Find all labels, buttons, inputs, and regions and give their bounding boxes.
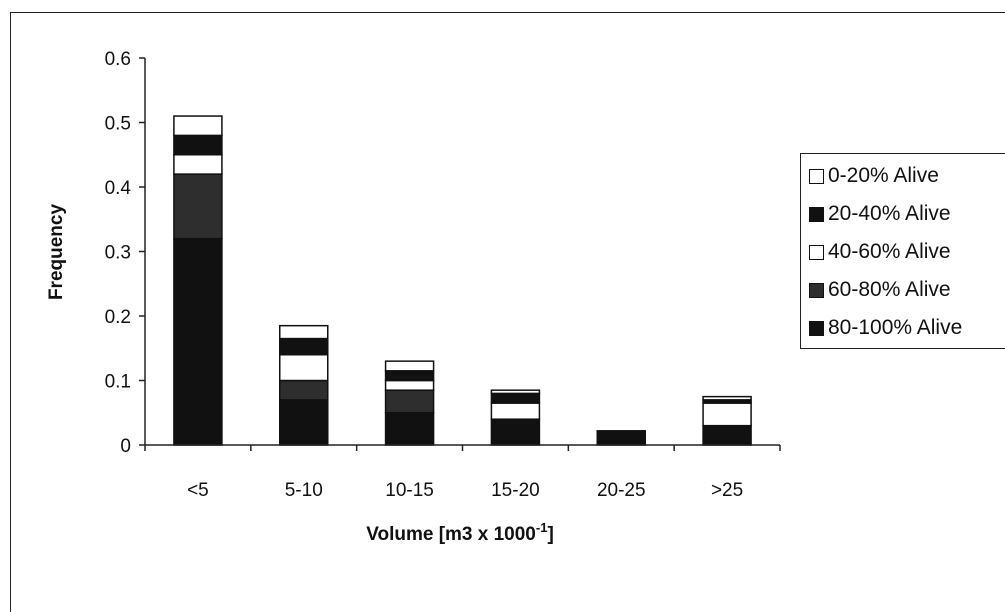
legend-label: 80-100% Alive <box>828 316 963 339</box>
bar-segment-5-s1 <box>173 173 223 240</box>
legend-label: 60-80% Alive <box>828 278 951 301</box>
bar-segment-5-s3 <box>173 134 223 156</box>
x-tick-label-1: 5-10 <box>285 480 323 501</box>
bar-segment-1015-s2 <box>384 379 435 391</box>
legend-swatch <box>809 320 824 336</box>
chart-frame <box>10 12 1005 612</box>
bar-segment-1015-s3 <box>384 370 435 382</box>
y-axis-title: Frequency <box>46 204 67 301</box>
bar-segment-1520-s4 <box>490 389 541 395</box>
bar-segment-2025-s0 <box>596 436 646 446</box>
bar-segment-510-s0 <box>279 399 329 446</box>
stacked-bar-chart: 0 0.1 0.2 0.3 0.4 0.5 0.6 <5 5-10 10-15 15-20 20-25… <box>46 49 781 545</box>
bar-segment-5-s0 <box>173 237 223 446</box>
y-tick-label-6: 0.6 <box>105 49 131 70</box>
y-tick-label-1: 0.1 <box>105 372 131 393</box>
bar-segment-25-s4 <box>702 395 752 401</box>
bar-segment-510-s4 <box>279 324 329 340</box>
legend-label: 40-60% Alive <box>828 240 951 263</box>
legend-item: 60-80% Alive <box>809 278 951 302</box>
x-axis-title-main: Volume [m3 x 1000 <box>366 524 536 545</box>
y-tick-label-2: 0.2 <box>105 307 131 328</box>
x-tick-label-2: 10-15 <box>385 480 434 501</box>
plot-area: 0 0.1 0.2 0.3 0.4 0.5 0.6 <5 5-10 10-15 15-20 20-25… <box>105 49 781 501</box>
bar-segment-510-s1 <box>279 379 329 401</box>
legend-swatch <box>809 168 824 184</box>
x-tick-label-3: 15-20 <box>491 480 540 501</box>
legend-label: 20-40% Alive <box>828 202 951 225</box>
x-tick-label-4: 20-25 <box>597 480 646 501</box>
legend-item: 0-20% Alive <box>809 164 939 188</box>
legend-swatch <box>809 244 824 260</box>
legend-item: 20-40% Alive <box>809 202 951 226</box>
bar-segment-1015-s1 <box>384 389 435 414</box>
y-tick-label-3: 0.3 <box>105 243 131 264</box>
bar-segment-1520-s3 <box>490 392 541 404</box>
y-tick-label-5: 0.5 <box>105 114 131 135</box>
y-tick-label-4: 0.4 <box>105 178 132 199</box>
bar-segment-25-s2 <box>702 402 752 427</box>
bar-segment-1015-s4 <box>384 360 435 372</box>
bar-segment-1520-s0 <box>490 418 541 446</box>
legend-item: 40-60% Alive <box>809 240 951 264</box>
x-axis-title-end: ] <box>547 524 553 545</box>
bar-segment-5-s4 <box>173 115 223 137</box>
legend-label: 0-20% Alive <box>828 164 939 187</box>
y-tick-label-0: 0 <box>120 436 131 457</box>
legend: 0-20% Alive 20-40% Alive 40-60% Alive 60-80… <box>800 153 1005 349</box>
bar-segment-5-s2 <box>173 154 223 175</box>
x-tick-label-0: <5 <box>187 480 209 501</box>
legend-swatch <box>809 282 824 298</box>
x-tick-label-5: >25 <box>711 480 743 501</box>
bar-segment-25-s0 <box>702 424 752 446</box>
bar-segment-1015-s0 <box>384 412 435 446</box>
x-axis-title: Volume [m3 x 1000-1] <box>366 520 554 545</box>
bar-segment-510-s2 <box>279 353 329 382</box>
legend-item: 80-100% Alive <box>809 316 962 340</box>
bar-segment-1520-s2 <box>490 402 541 420</box>
bar-segment-510-s3 <box>279 337 329 356</box>
bar-segment-2025-s3 <box>596 430 646 439</box>
legend-swatch <box>809 206 824 222</box>
x-axis-title-superscript: -1 <box>536 520 548 535</box>
